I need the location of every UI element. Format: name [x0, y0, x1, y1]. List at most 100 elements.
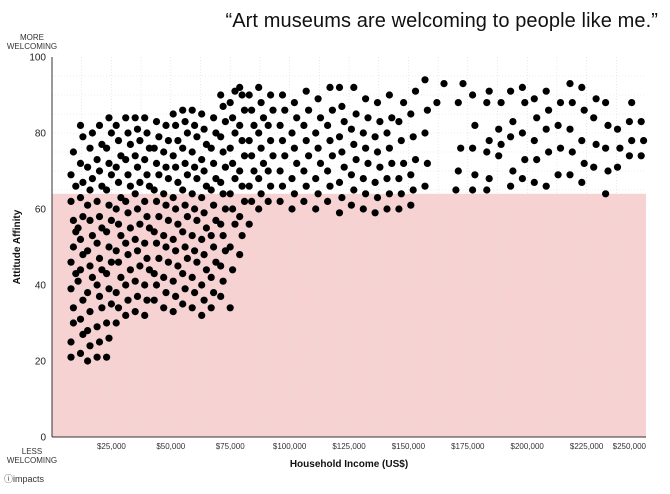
data-point	[219, 232, 227, 240]
data-point	[290, 190, 298, 198]
data-point	[179, 144, 187, 152]
data-point	[143, 129, 151, 137]
data-point	[457, 144, 465, 152]
y-axis-title: Attitude Affinity	[12, 209, 23, 284]
data-point	[160, 273, 168, 281]
data-point	[193, 133, 201, 141]
x-tick-label: $175,000	[451, 442, 485, 451]
data-point	[245, 137, 253, 145]
data-point	[388, 114, 396, 122]
data-point	[293, 114, 301, 122]
data-point	[179, 106, 187, 114]
data-point	[278, 182, 287, 190]
data-point	[188, 106, 196, 114]
data-point	[93, 281, 101, 289]
data-point	[84, 327, 92, 335]
y-axis-bottom-note: LESS WELCOMING	[6, 447, 58, 465]
data-point	[245, 91, 253, 99]
data-point	[628, 99, 636, 107]
data-point	[133, 292, 142, 300]
data-point	[114, 258, 123, 266]
data-point	[217, 178, 225, 186]
data-point	[221, 205, 229, 213]
data-point	[518, 175, 527, 183]
axes	[51, 57, 646, 438]
data-point	[236, 167, 244, 175]
data-point	[200, 209, 208, 217]
data-point	[521, 156, 529, 164]
data-point	[278, 91, 287, 99]
data-point	[202, 224, 210, 232]
data-point	[471, 171, 479, 179]
data-points	[67, 76, 648, 365]
data-point	[210, 159, 218, 167]
data-point	[95, 254, 104, 262]
data-point	[164, 137, 172, 145]
data-point	[452, 186, 460, 194]
data-point	[269, 106, 277, 114]
data-point	[324, 121, 332, 129]
grid-lines	[52, 57, 646, 437]
data-point	[469, 186, 477, 194]
data-point	[183, 129, 191, 137]
data-point	[131, 152, 139, 160]
data-point	[388, 159, 396, 167]
data-point	[179, 300, 187, 308]
data-point	[133, 163, 142, 171]
data-point	[136, 137, 144, 145]
data-point	[400, 99, 408, 107]
data-point	[509, 118, 517, 126]
data-point	[67, 285, 75, 293]
data-point	[300, 197, 308, 205]
data-point	[229, 114, 237, 122]
data-point	[124, 209, 132, 217]
data-point	[133, 125, 142, 133]
data-point	[625, 152, 634, 160]
data-point	[152, 159, 161, 167]
data-point	[530, 95, 538, 103]
data-point	[507, 87, 515, 95]
data-point	[114, 220, 123, 228]
data-point	[67, 171, 75, 179]
data-point	[79, 296, 87, 304]
data-point	[483, 186, 491, 194]
data-point	[150, 144, 158, 152]
data-point	[219, 102, 227, 110]
data-point	[219, 190, 227, 198]
data-point	[229, 205, 237, 213]
data-point	[103, 353, 111, 361]
data-point	[133, 205, 142, 213]
data-point	[188, 304, 196, 312]
data-point	[542, 125, 550, 133]
data-point	[76, 349, 85, 357]
data-point	[556, 99, 565, 107]
data-point	[226, 304, 234, 312]
data-point	[613, 125, 622, 133]
data-point	[371, 178, 379, 186]
data-point	[76, 315, 85, 323]
data-point	[88, 273, 96, 281]
data-point	[383, 175, 391, 183]
data-point	[122, 239, 130, 247]
data-point	[316, 159, 325, 167]
data-point	[219, 148, 227, 156]
data-point	[112, 205, 120, 213]
data-point	[267, 91, 275, 99]
data-point	[302, 137, 310, 145]
data-point	[193, 175, 201, 183]
data-point	[207, 304, 215, 312]
data-point	[207, 232, 215, 240]
data-point	[290, 99, 298, 107]
data-point	[152, 197, 161, 205]
data-point	[507, 133, 515, 141]
data-point	[590, 114, 598, 122]
data-point	[198, 235, 206, 243]
data-point	[126, 266, 134, 274]
data-point	[340, 118, 348, 126]
data-point	[255, 83, 263, 91]
data-point	[267, 182, 275, 190]
data-point	[264, 197, 272, 205]
data-point	[338, 102, 346, 110]
data-point	[302, 87, 310, 95]
data-point	[385, 144, 393, 152]
